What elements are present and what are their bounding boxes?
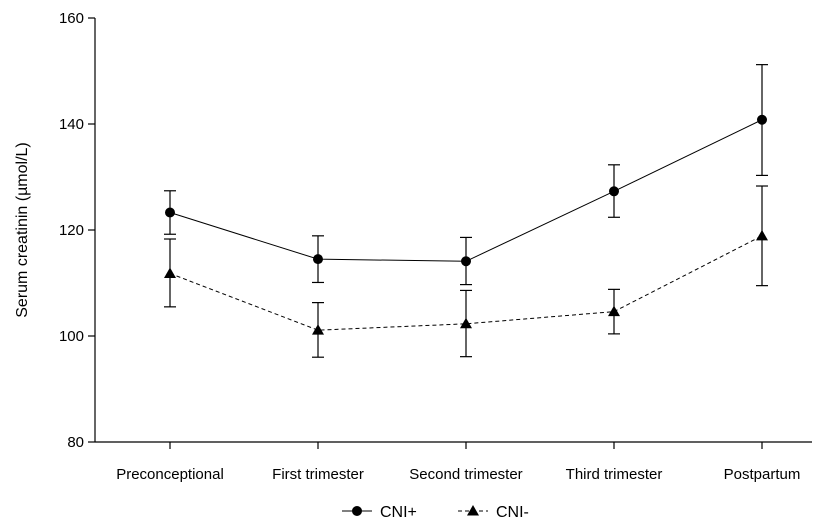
legend-marker	[467, 505, 479, 516]
data-point	[756, 229, 768, 241]
data-point	[609, 186, 619, 197]
series-cni-minus	[164, 64, 768, 286]
legend-label: CNI+	[380, 504, 417, 520]
y-tick-label: 140	[59, 116, 84, 133]
data-point	[312, 324, 324, 335]
legend-marker	[352, 506, 362, 516]
series-cni-minus	[164, 185, 768, 358]
series-layer	[164, 64, 768, 358]
y-axis-title: Serum creatinin (µmol/L)	[14, 142, 31, 318]
data-point	[165, 207, 175, 218]
x-tick-label: Third trimester	[566, 466, 663, 483]
x-tick-label: Preconceptional	[116, 466, 224, 483]
y-tick-label: 80	[67, 434, 84, 451]
legend-item: CNI+	[342, 504, 417, 520]
data-point	[608, 305, 620, 317]
y-tick-label: 100	[59, 328, 84, 345]
data-point	[164, 267, 176, 278]
x-tick-label: Postpartum	[724, 466, 801, 483]
x-tick-label: First trimester	[272, 466, 364, 483]
series-line	[169, 235, 763, 331]
legend-item: CNI-	[458, 504, 529, 520]
y-tick-label: 160	[59, 10, 84, 27]
y-tick-label: 120	[59, 222, 84, 239]
axes: 80 100 120 140 160 Preconceptional First trime…	[14, 10, 812, 483]
legend: CNI+ CNI-	[342, 504, 529, 520]
data-point	[313, 254, 323, 265]
x-tick-label: Second trimester	[409, 466, 522, 483]
data-point	[461, 256, 471, 267]
legend-label: CNI-	[496, 504, 529, 520]
data-point	[757, 114, 767, 125]
data-point	[460, 317, 472, 329]
